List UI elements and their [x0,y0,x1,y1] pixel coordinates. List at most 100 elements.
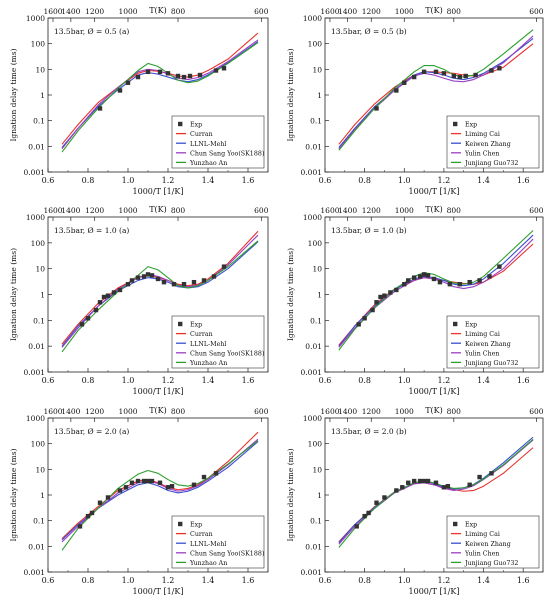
y-axis-label: Ignation delay time (ms) [286,248,295,341]
exp-point [411,74,417,80]
y-tick-label: 0.01 [305,142,322,151]
exp-point [97,106,103,111]
y-tick-label: 0.001 [301,568,322,577]
exp-point [457,74,462,80]
exp-point [437,279,443,285]
exp-point [451,73,457,79]
legend-label: Chun Sang Yoo(SK188) [190,550,264,557]
exp-point [197,72,203,78]
top-tick-label: 800 [171,7,186,16]
x-tick-label: 1.4 [477,576,490,585]
chart-panel-5: 0.6 0.8 1.0 1.2 1.4 1.6 1000/T [1/K] 0.001 0.01 0… [9,406,269,596]
y-tick-label: 0.01 [28,342,45,351]
y-tick-label: 1 [317,91,322,100]
legend-box [171,315,265,369]
top-tick-label: 1400 [61,7,80,16]
legend-box [171,115,265,169]
x-tick-label: 0.8 [82,176,95,185]
y-tick-label: 0.01 [305,342,322,351]
legend-box [446,515,540,569]
legend-label: Junjiang Guo732 [464,360,518,367]
exp-point [374,500,379,505]
exp-point [191,279,197,285]
exp-point [354,524,359,529]
exp-point [201,278,207,283]
exp-point [175,73,181,79]
exp-point [129,278,135,283]
y-tick-label: 10 [35,265,45,274]
top-tick-label: 600 [254,206,269,215]
legend-label: Exp [190,522,202,529]
exp-point [441,485,447,490]
exp-point [155,276,161,282]
legend-label: Junjiang Guo732 [464,560,518,567]
legend-exp-marker [178,321,183,327]
exp-point [388,290,393,295]
legend-label: Keiwen Zhang [465,141,511,148]
exp-point [135,275,141,280]
exp-point [402,282,407,287]
legend: Exp Curran LLNL-Mehl Chun Sang Yoo(SK188) Yu… [171,515,265,569]
chart-panel-2: 0.6 0.8 1.0 1.2 1.4 1.6 1000/T [1/K] 0.001 0.01 0… [286,6,544,196]
x-axis-label: 1000/T [1/K] [133,387,184,396]
y-tick-label: 1000 [303,414,322,423]
top-tick-label: 600 [529,7,544,16]
exp-point [400,485,405,490]
exp-point [181,74,187,80]
legend-label: Yulin Chen [464,350,499,357]
exp-point [77,524,83,529]
top-axis-label: T(K) [149,406,167,415]
panel-label: 13.5bar, Ø = 0.5 (b) [331,27,407,36]
x-tick-label: 1.6 [242,176,255,185]
panel-label: 13.5bar, Ø = 2.0 (a) [54,427,129,436]
exp-point [221,264,227,269]
x-tick-label: 1.4 [202,376,215,385]
legend-label: Liming Cai [465,331,500,338]
legend-label: Yunzhao An [189,560,227,567]
legend-label: LLNL-Mehl [190,541,226,548]
y-axis-label: Ignation delay time (ms) [9,248,18,341]
top-tick-label: 600 [529,206,544,215]
exp-point [406,480,411,485]
exp-point [402,80,407,85]
y-tick-label: 0.001 [24,368,45,377]
x-tick-label: 0.8 [358,376,371,385]
exp-point [489,68,494,73]
exp-point [129,480,135,485]
exp-point [123,485,129,490]
x-axis-label: 1000/T [1/K] [409,187,460,196]
exp-point [394,488,399,493]
exp-point [378,294,383,300]
exp-point [165,485,171,490]
y-tick-label: 0.1 [33,316,45,325]
y-tick-label: 1000 [303,213,322,222]
exp-point [93,307,99,313]
top-tick-label: 1200 [362,206,381,215]
top-tick-label: 1000 [395,407,414,416]
y-tick-label: 1 [40,291,45,300]
panel-label: 13.5bar, Ø = 0.5 (a) [54,27,129,36]
top-tick-label: 1200 [362,407,381,416]
exp-point [161,279,167,285]
exp-point [477,474,482,480]
series-line-llnl-mehl [61,41,259,148]
legend-label: Yulin Chen [464,550,499,557]
x-tick-label: 1.4 [202,576,215,585]
exp-point [97,500,103,505]
x-tick-label: 1.6 [517,176,530,185]
exp-point [425,273,431,278]
y-tick-label: 0.001 [24,168,45,177]
exp-point [382,495,387,500]
exp-point [157,480,163,485]
exp-point [149,478,155,484]
legend-label: Curran [190,531,213,538]
exp-point [169,484,175,489]
x-tick-label: 1.2 [438,376,451,385]
top-tick-label: 800 [447,7,462,16]
top-tick-label: 600 [254,407,269,416]
exp-point [417,478,423,484]
top-tick-label: 1600 [320,206,339,215]
exp-point [89,510,95,516]
series-line-junjiang-guo732 [338,230,534,351]
top-tick-label: 1000 [118,206,137,215]
